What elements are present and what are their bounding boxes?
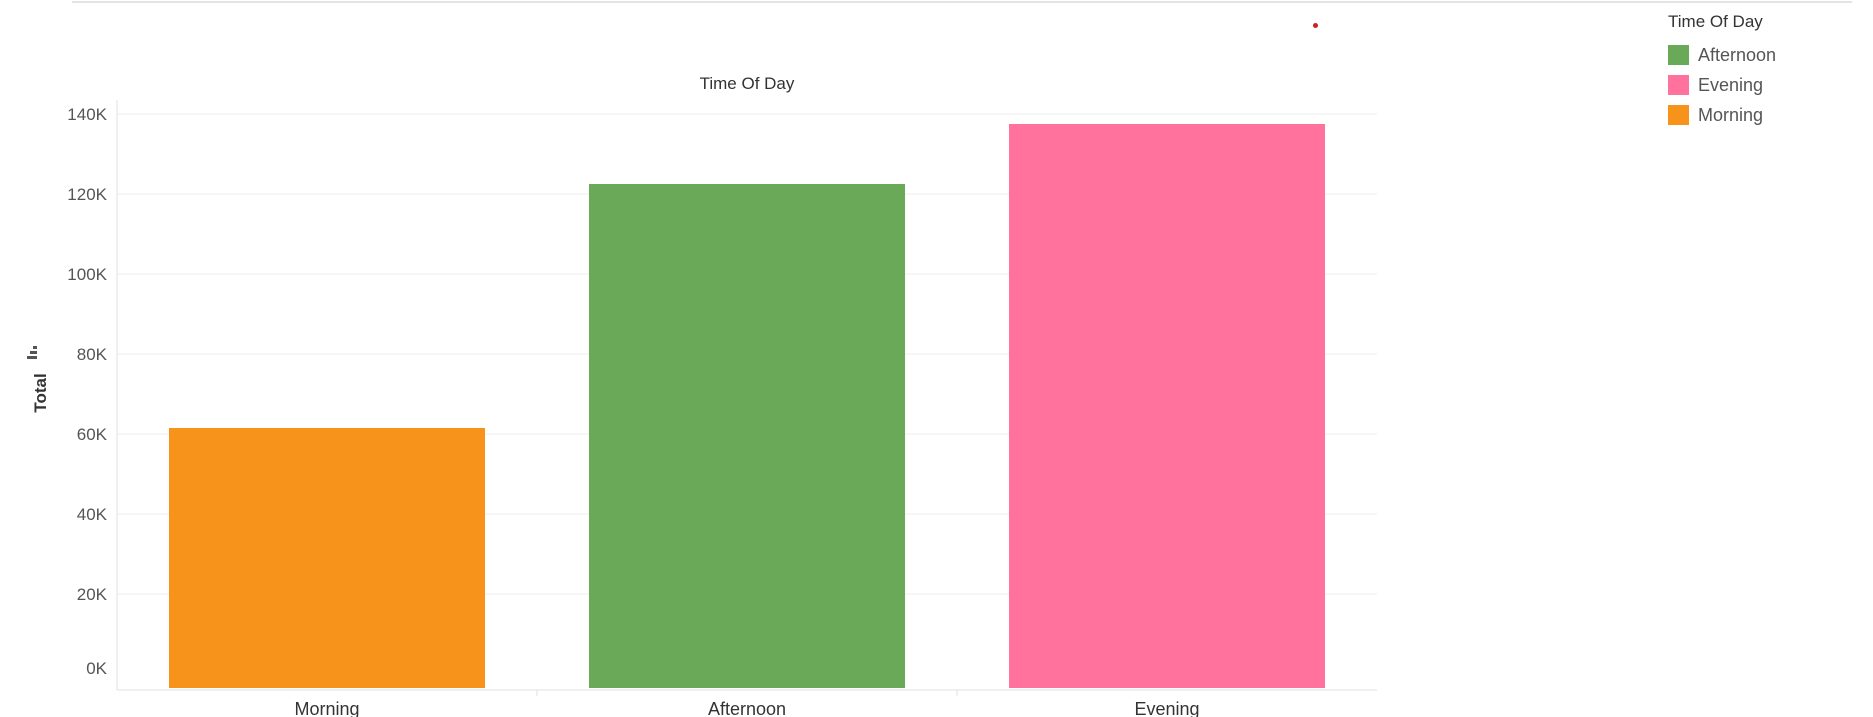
y-tick-label: 0K bbox=[86, 659, 107, 678]
bar-chart-icon-bar bbox=[27, 356, 37, 359]
bar-afternoon[interactable] bbox=[589, 184, 905, 688]
indicator-dot bbox=[1313, 23, 1318, 28]
x-tick-label: Evening bbox=[1134, 699, 1199, 717]
y-axis-title-group: Total bbox=[27, 346, 50, 413]
legend-swatch-afternoon bbox=[1668, 45, 1689, 65]
legend-label: Morning bbox=[1698, 104, 1764, 125]
axes: 0K 20K 40K 60K 80K 100K 120K 140K Morning Afterno… bbox=[67, 100, 1377, 717]
bar-chart-icon-bar bbox=[33, 346, 37, 349]
legend-title: Time Of Day bbox=[1668, 12, 1763, 31]
legend-swatch-morning bbox=[1668, 105, 1689, 125]
bar-chart-icon[interactable] bbox=[27, 346, 37, 359]
legend-item-morning[interactable]: Morning bbox=[1668, 100, 1776, 130]
y-tick-label: 120K bbox=[67, 185, 107, 204]
y-axis-title: Total bbox=[31, 373, 50, 412]
bar-morning[interactable] bbox=[169, 428, 485, 688]
y-tick-label: 100K bbox=[67, 265, 107, 284]
y-tick-label: 80K bbox=[77, 345, 108, 364]
legend-item-afternoon[interactable]: Afternoon bbox=[1668, 40, 1776, 70]
legend-swatch-evening bbox=[1668, 75, 1689, 95]
top-divider bbox=[72, 1, 1852, 3]
y-tick-label: 60K bbox=[77, 425, 108, 444]
x-tick-label: Afternoon bbox=[708, 699, 786, 717]
legend-label: Afternoon bbox=[1698, 44, 1777, 65]
bar-chart-icon-bar bbox=[30, 351, 37, 354]
y-tick-label: 20K bbox=[77, 585, 108, 604]
y-tick-label: 40K bbox=[77, 505, 108, 524]
legend-item-evening[interactable]: Evening bbox=[1668, 70, 1776, 100]
bar-evening[interactable] bbox=[1009, 124, 1325, 688]
legend-label: Evening bbox=[1698, 74, 1764, 95]
y-tick-label: 140K bbox=[67, 105, 107, 124]
chart-title: Time Of Day bbox=[700, 74, 795, 93]
x-tick-label: Morning bbox=[294, 699, 359, 717]
bars bbox=[169, 124, 1325, 688]
legend: Time Of Day Afternoon Evening Morning bbox=[1668, 12, 1776, 130]
